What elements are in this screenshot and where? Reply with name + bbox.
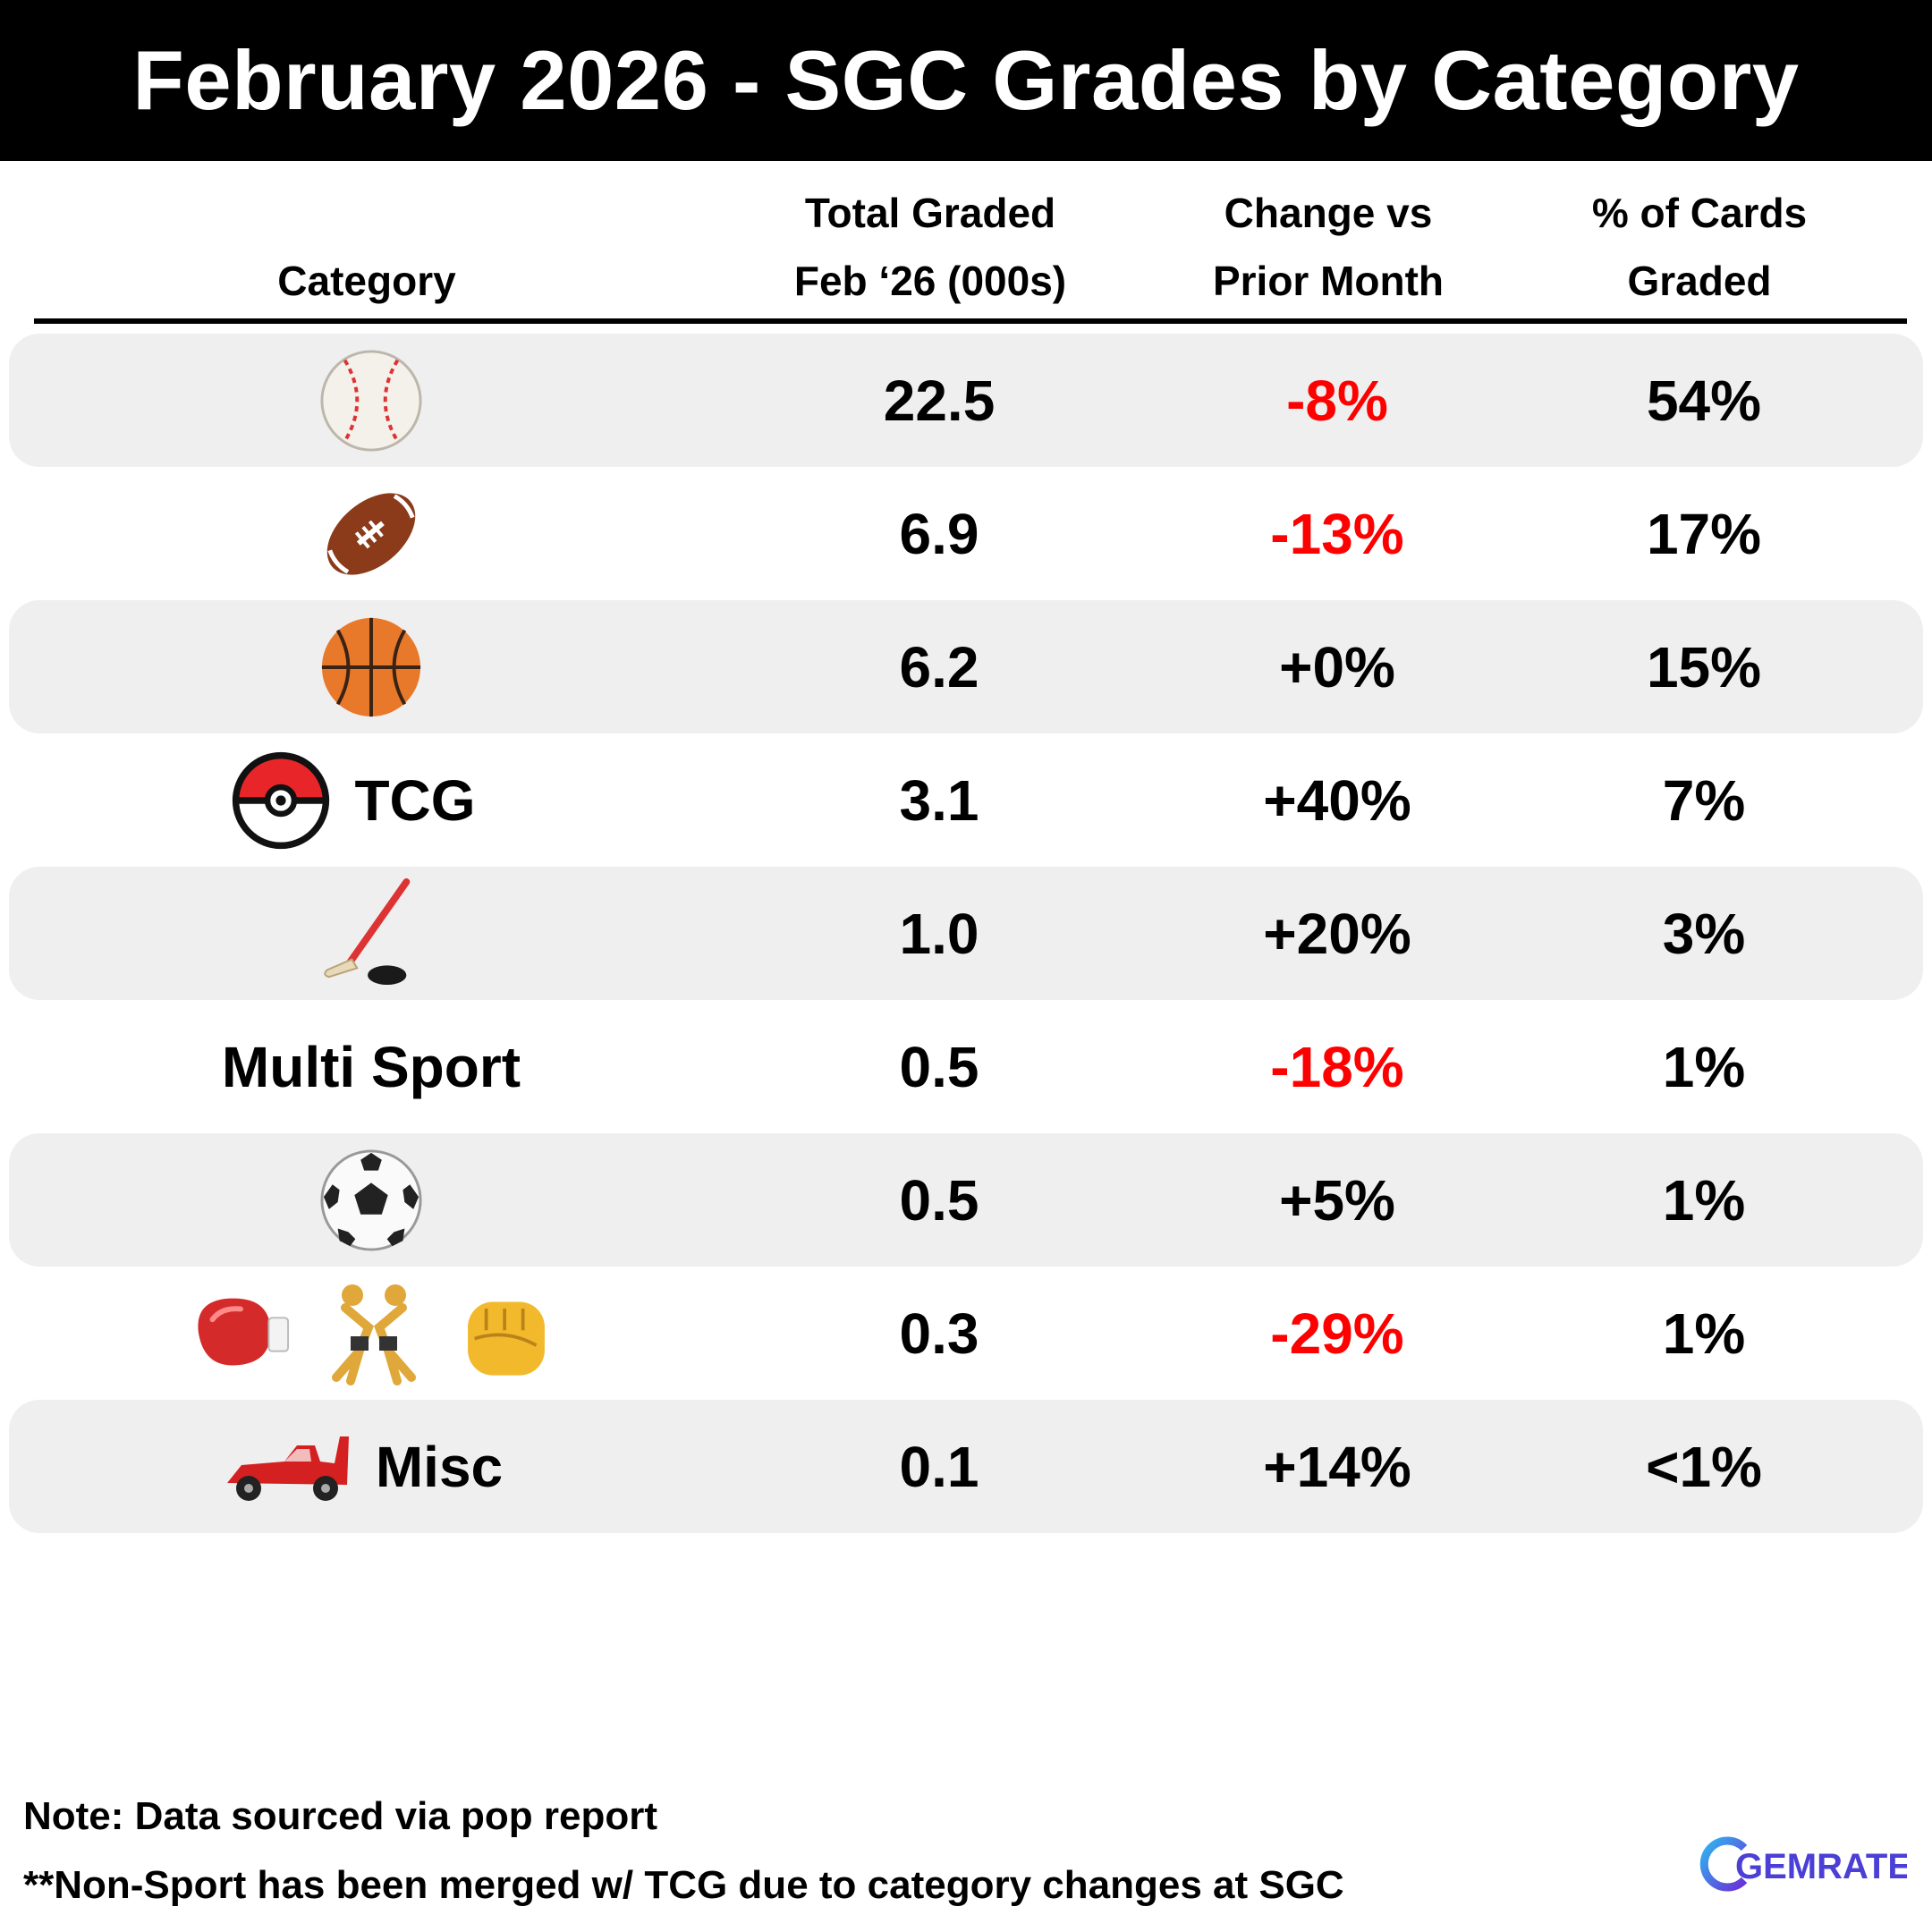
race-car-icon	[222, 1429, 352, 1504]
change-cell: +5%	[1279, 1167, 1395, 1233]
gemrate-logo: GEMRATE	[1698, 1835, 1911, 1893]
pct-cell: 54%	[1646, 368, 1762, 433]
wrestlers-icon	[318, 1281, 429, 1386]
table-row: 0.5 +5% 1%	[9, 1133, 1923, 1267]
table-row: 22.5 -8% 54%	[9, 334, 1923, 467]
header-pct: % of Cards Graded	[1521, 179, 1878, 315]
table-row: 0.3 -29% 1%	[9, 1267, 1923, 1400]
change-cell: -13%	[1270, 501, 1404, 566]
change-cell: +14%	[1263, 1434, 1411, 1499]
total-cell: 22.5	[883, 368, 996, 433]
total-cell: 6.9	[899, 501, 979, 566]
note-merge: **Non-Sport has been merged w/ TCG due t…	[23, 1863, 1344, 1907]
baseball-icon	[318, 348, 424, 453]
category-cell	[9, 1267, 733, 1400]
category-cell	[9, 334, 733, 467]
pct-cell: <1%	[1646, 1434, 1762, 1499]
header-change-line2: Prior Month	[1212, 258, 1445, 304]
chart-title: February 2026 - SGC Grades by Category	[0, 0, 1932, 161]
total-cell: 0.1	[899, 1434, 979, 1499]
total-cell: 6.2	[899, 634, 979, 699]
category-cell	[9, 867, 733, 1000]
table-row: TCG 3.1 +40% 7%	[9, 733, 1923, 867]
change-cell: +20%	[1263, 901, 1411, 966]
pct-cell: 17%	[1646, 501, 1762, 566]
total-cell: 0.3	[899, 1301, 979, 1366]
category-label: TCG	[354, 767, 476, 833]
category-label: Misc	[375, 1434, 504, 1499]
change-cell: +0%	[1279, 634, 1395, 699]
header-category-label: Category	[277, 258, 456, 304]
header-pct-line2: Graded	[1627, 258, 1772, 304]
table-row: Misc 0.1 +14% <1%	[9, 1400, 1923, 1533]
header-category: Category	[188, 247, 546, 315]
total-cell: 1.0	[899, 901, 979, 966]
pct-cell: 1%	[1662, 1167, 1746, 1233]
header-pct-line1: % of Cards	[1591, 190, 1808, 236]
header-total-line1: Total Graded	[804, 190, 1056, 236]
note-source: Note: Data sourced via pop report	[23, 1794, 658, 1838]
basketball-icon	[318, 614, 424, 720]
soccer-ball-icon	[318, 1148, 424, 1253]
boxing-glove-icon	[186, 1287, 292, 1380]
category-cell: Multi Sport	[9, 1000, 733, 1133]
gemrate-logo-mark: GEMRATE	[1699, 1836, 1911, 1892]
change-cell: -18%	[1270, 1034, 1404, 1099]
total-cell: 0.5	[899, 1034, 979, 1099]
category-cell	[9, 1133, 733, 1267]
header-total-line2: Feb ‘26 (000s)	[793, 258, 1067, 304]
gemrate-logo-text: GEMRATE	[1735, 1847, 1907, 1886]
table-row: 1.0 +20% 3%	[9, 867, 1923, 1000]
change-cell: -29%	[1270, 1301, 1404, 1366]
pokeball-icon	[231, 750, 331, 851]
total-cell: 0.5	[899, 1167, 979, 1233]
category-cell	[9, 600, 733, 733]
change-cell: -8%	[1286, 368, 1388, 433]
pct-cell: 7%	[1662, 767, 1746, 833]
category-cell: TCG	[0, 733, 716, 867]
pct-cell: 1%	[1662, 1301, 1746, 1366]
table-row: Multi Sport 0.5 -18% 1%	[9, 1000, 1923, 1133]
category-cell: Misc	[0, 1400, 724, 1533]
pct-cell: 3%	[1662, 901, 1746, 966]
pct-cell: 1%	[1662, 1034, 1746, 1099]
header-total: Total Graded Feb ‘26 (000s)	[751, 179, 1109, 315]
change-cell: +40%	[1263, 767, 1411, 833]
table-row: 6.2 +0% 15%	[9, 600, 1923, 733]
pct-cell: 15%	[1646, 634, 1762, 699]
category-label: Multi Sport	[221, 1034, 521, 1099]
table-row: 6.9 -13% 17%	[9, 467, 1923, 600]
header-divider	[34, 318, 1907, 324]
category-cell	[9, 467, 733, 600]
header-change-line1: Change vs	[1224, 190, 1433, 236]
football-icon	[316, 481, 427, 587]
total-cell: 3.1	[899, 767, 979, 833]
fist-icon	[456, 1284, 556, 1384]
header-change: Change vs Prior Month	[1154, 179, 1503, 315]
hockey-icon	[318, 876, 424, 992]
